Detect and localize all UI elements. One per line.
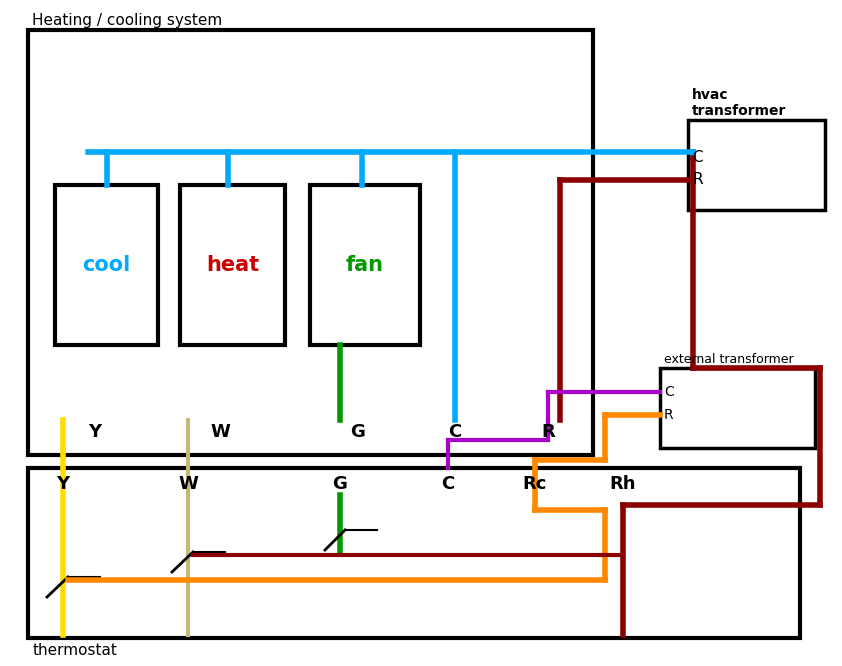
- Bar: [55, 185, 158, 345]
- Text: C: C: [441, 475, 455, 493]
- Text: Heating / cooling system: Heating / cooling system: [32, 13, 222, 28]
- Text: Y: Y: [56, 475, 70, 493]
- Text: Y: Y: [88, 423, 102, 441]
- Text: cool: cool: [83, 255, 131, 275]
- Text: C: C: [692, 151, 702, 165]
- Text: G: G: [333, 475, 348, 493]
- Text: R: R: [541, 423, 555, 441]
- Bar: [28, 30, 593, 455]
- Text: R: R: [664, 408, 674, 422]
- Text: W: W: [210, 423, 230, 441]
- Text: hvac
transformer: hvac transformer: [692, 88, 786, 118]
- Text: Rh: Rh: [610, 475, 637, 493]
- Text: thermostat: thermostat: [33, 643, 118, 658]
- Bar: [310, 185, 420, 345]
- Text: R: R: [692, 172, 702, 188]
- Text: fan: fan: [346, 255, 384, 275]
- Bar: [660, 368, 815, 448]
- Bar: [28, 468, 800, 638]
- Text: external transformer: external transformer: [664, 353, 794, 366]
- Text: Rc: Rc: [523, 475, 547, 493]
- Bar: [688, 120, 825, 210]
- Text: C: C: [664, 385, 674, 399]
- Text: C: C: [449, 423, 461, 441]
- Text: heat: heat: [206, 255, 259, 275]
- Text: W: W: [178, 475, 198, 493]
- Text: G: G: [350, 423, 365, 441]
- Bar: [180, 185, 285, 345]
